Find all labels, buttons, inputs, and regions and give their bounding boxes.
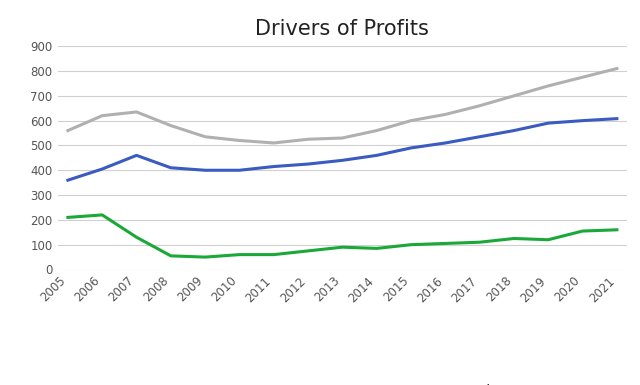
HPI [132, 110, 140, 114]
HPI [236, 138, 243, 143]
House start [132, 235, 140, 239]
HPI [545, 84, 552, 88]
HPI [373, 128, 381, 133]
House start [579, 229, 586, 233]
HPI [304, 137, 312, 142]
House start [476, 240, 483, 244]
Title: Drivers of Profits: Drivers of Profits [255, 19, 429, 39]
Construction [510, 128, 518, 133]
Line: Construction: Construction [68, 119, 617, 180]
Construction [613, 116, 621, 121]
House start [64, 215, 72, 220]
HPI [579, 75, 586, 80]
Construction [132, 153, 140, 158]
Construction [339, 158, 346, 162]
HPI [270, 141, 278, 145]
Construction [236, 168, 243, 172]
Construction [167, 166, 175, 170]
Construction [202, 168, 209, 172]
HPI [202, 134, 209, 139]
House start [236, 252, 243, 257]
HPI [613, 66, 621, 71]
Line: House start: House start [68, 215, 617, 257]
HPI [442, 112, 449, 117]
House start [304, 249, 312, 253]
House start [373, 246, 381, 251]
House start [510, 236, 518, 241]
Legend: HPI, House start, Construction: HPI, House start, Construction [174, 379, 511, 385]
HPI [476, 104, 483, 108]
House start [407, 243, 415, 247]
Line: HPI: HPI [68, 69, 617, 143]
HPI [167, 123, 175, 128]
Construction [407, 146, 415, 150]
HPI [64, 128, 72, 133]
Construction [304, 162, 312, 166]
House start [202, 255, 209, 259]
Construction [476, 134, 483, 139]
Construction [99, 167, 106, 171]
Construction [373, 153, 381, 158]
HPI [99, 113, 106, 118]
Construction [64, 178, 72, 182]
House start [167, 254, 175, 258]
House start [270, 252, 278, 257]
House start [339, 245, 346, 249]
HPI [339, 136, 346, 140]
Construction [442, 141, 449, 145]
Construction [270, 164, 278, 169]
HPI [407, 118, 415, 123]
Construction [545, 121, 552, 126]
House start [99, 213, 106, 217]
House start [545, 238, 552, 242]
Construction [579, 118, 586, 123]
House start [442, 241, 449, 246]
HPI [510, 94, 518, 98]
House start [613, 228, 621, 232]
